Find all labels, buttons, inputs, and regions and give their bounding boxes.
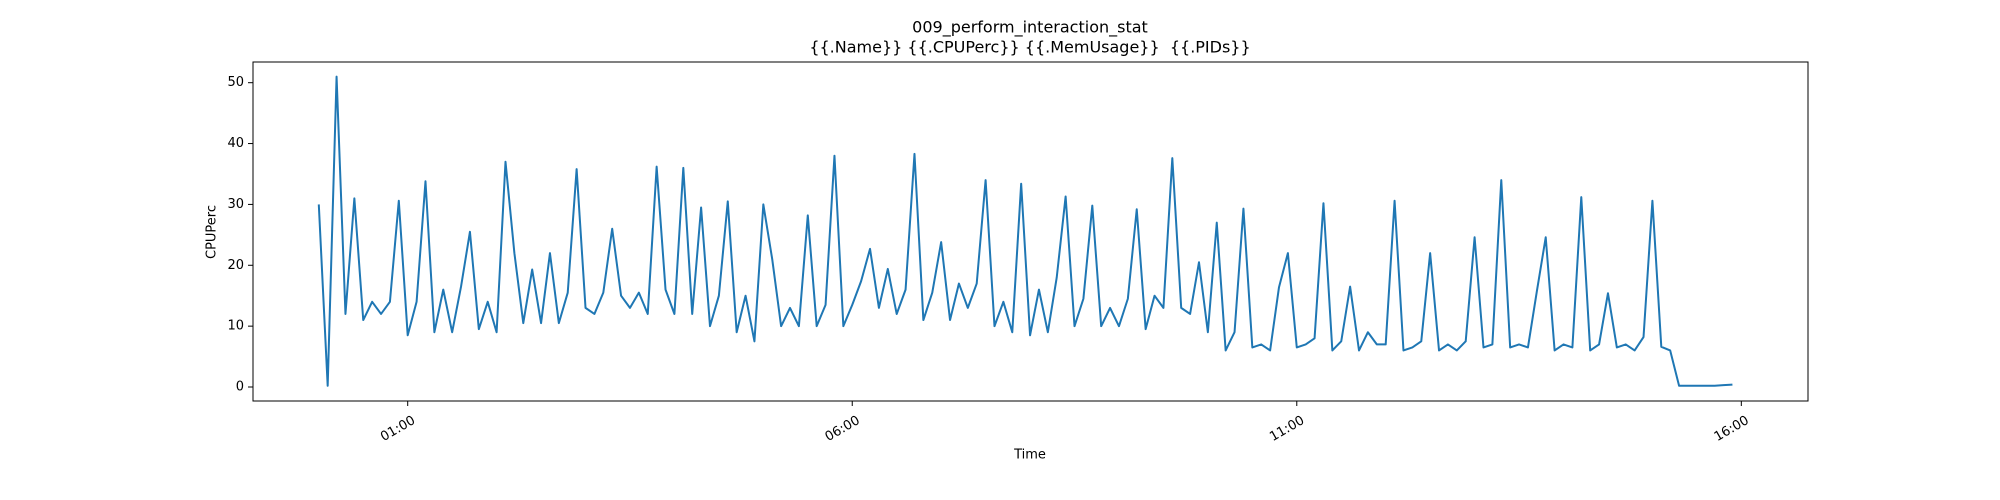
x-tick-label: 11:00	[1267, 413, 1307, 445]
y-tick-label: 0	[236, 380, 244, 395]
chart-subtitle: {{.Name}} {{.CPUPerc}} {{.MemUsage}} {{.…	[809, 38, 1250, 57]
y-tick-label: 20	[227, 258, 244, 273]
y-tick-label: 40	[227, 136, 244, 151]
data-line	[317, 75, 1733, 387]
y-tick-label: 50	[227, 75, 244, 90]
x-tick-label: 06:00	[823, 413, 863, 445]
x-tick-label: 16:00	[1712, 413, 1752, 445]
y-axis-label: CPUPerc	[205, 205, 220, 259]
y-tick-label: 30	[227, 197, 244, 212]
chart-title: 009_perform_interaction_stat	[912, 18, 1148, 38]
x-axis-label: Time	[1013, 448, 1046, 463]
plot-frame	[252, 61, 1809, 402]
y-tick-label: 10	[227, 319, 244, 334]
x-tick-label: 01:00	[378, 413, 418, 445]
